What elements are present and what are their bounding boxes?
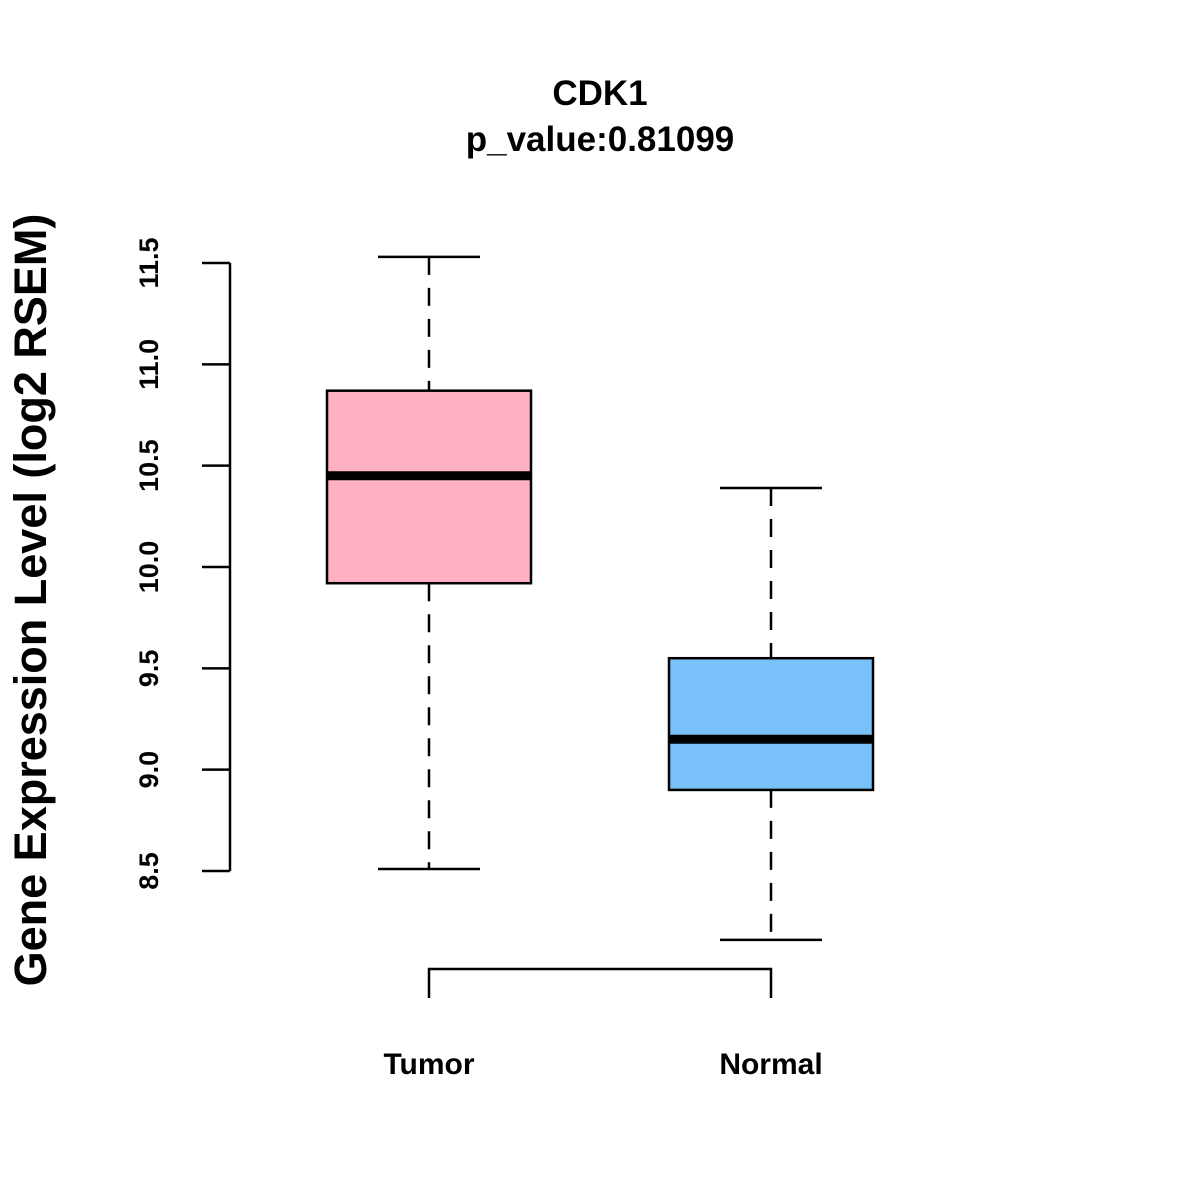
comparison-bracket xyxy=(427,967,773,998)
y-tick-label: 9.0 xyxy=(134,751,164,789)
category-labels: Tumor Normal xyxy=(383,1048,822,1081)
iqr-box xyxy=(667,656,875,792)
y-axis: 8.5 9.0 9.5 10.0 10.5 11.0 11.5 xyxy=(134,237,232,890)
y-tick-label: 10.5 xyxy=(134,439,164,492)
box-tumor xyxy=(325,255,533,871)
y-tick-label: 11.0 xyxy=(134,339,164,390)
chart-subtitle: p_value:0.81099 xyxy=(466,120,735,159)
y-tick-label: 11.5 xyxy=(134,237,164,288)
y-tick-label: 10.0 xyxy=(134,541,164,594)
box-normal xyxy=(667,486,875,942)
iqr-box xyxy=(325,389,533,585)
boxes xyxy=(325,255,875,998)
chart-title: CDK1 xyxy=(552,74,647,113)
y-tick-label: 8.5 xyxy=(134,852,164,890)
category-label-normal: Normal xyxy=(719,1048,822,1081)
category-label-tumor: Tumor xyxy=(383,1048,474,1081)
y-axis-label: Gene Expression Level (log2 RSEM) xyxy=(5,214,56,987)
y-tick-label: 9.5 xyxy=(134,650,164,688)
